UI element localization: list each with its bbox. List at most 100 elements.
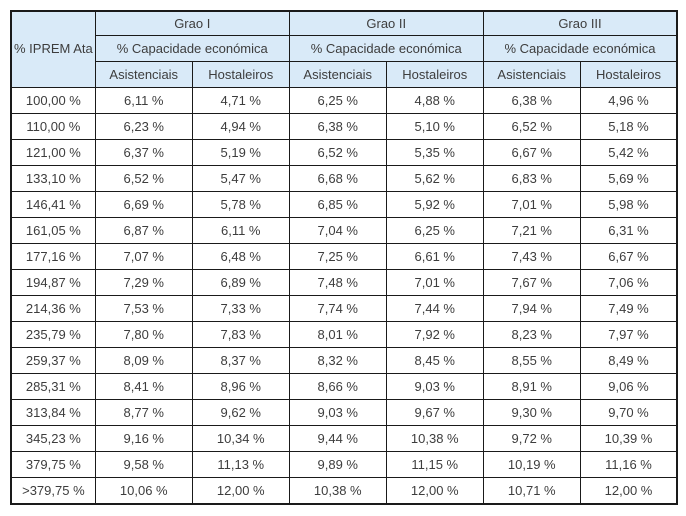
value-cell: 8,45 % — [385, 347, 484, 374]
table-row: 235,79 % 7,80 % 7,83 % 8,01 % 7,92 % 8,23 % 7,… — [10, 321, 678, 348]
value-cell: 5,19 % — [191, 139, 290, 166]
value-cell: 7,53 % — [94, 295, 193, 322]
value-cell: 9,89 % — [288, 451, 387, 478]
value-cell: 7,01 % — [385, 269, 484, 296]
value-cell: 7,83 % — [191, 321, 290, 348]
value-cell: 8,32 % — [288, 347, 387, 374]
iprem-capacity-table: % IPREM Ata Grao I Grao II Grao III % Ca… — [10, 10, 679, 505]
iprem-row-label-cell: 235,79 % — [10, 321, 96, 348]
value-cell: 4,88 % — [385, 87, 484, 114]
iprem-row-label-cell: 177,16 % — [10, 243, 96, 270]
value-cell: 11,13 % — [191, 451, 290, 478]
value-cell: 5,42 % — [579, 139, 678, 166]
value-cell: 8,96 % — [191, 373, 290, 400]
value-cell: 9,06 % — [579, 373, 678, 400]
value-cell: 6,89 % — [191, 269, 290, 296]
value-cell: 7,04 % — [288, 217, 387, 244]
col-header-asistenciais-3: Asistenciais — [482, 61, 581, 88]
iprem-row-label-cell: 259,37 % — [10, 347, 96, 374]
value-cell: 9,16 % — [94, 425, 193, 452]
value-cell: 5,10 % — [385, 113, 484, 140]
table-row: 313,84 % 8,77 % 9,62 % 9,03 % 9,67 % 9,30 % 9,… — [10, 399, 678, 426]
value-cell: 7,44 % — [385, 295, 484, 322]
value-cell: 12,00 % — [579, 477, 678, 505]
group-header-grao-1: Grao I — [94, 10, 290, 36]
value-cell: 10,38 % — [288, 477, 387, 505]
value-cell: 9,62 % — [191, 399, 290, 426]
value-cell: 9,03 % — [385, 373, 484, 400]
group-header-grao-3: Grao III — [482, 10, 678, 36]
table-row: 110,00 % 6,23 % 4,94 % 6,38 % 5,10 % 6,52 % 5,… — [10, 113, 678, 140]
value-cell: 6,25 % — [288, 87, 387, 114]
value-cell: 12,00 % — [385, 477, 484, 505]
value-cell: 7,97 % — [579, 321, 678, 348]
value-cell: 7,29 % — [94, 269, 193, 296]
value-cell: 11,16 % — [579, 451, 678, 478]
iprem-row-label-cell: 133,10 % — [10, 165, 96, 192]
value-cell: 7,33 % — [191, 295, 290, 322]
table-row: 345,23 % 9,16 % 10,34 % 9,44 % 10,38 % 9,72 %… — [10, 425, 678, 452]
value-cell: 9,67 % — [385, 399, 484, 426]
value-cell: 6,68 % — [288, 165, 387, 192]
value-cell: 7,21 % — [482, 217, 581, 244]
value-cell: 9,30 % — [482, 399, 581, 426]
value-cell: 6,87 % — [94, 217, 193, 244]
corner-header-iprem: % IPREM Ata — [10, 10, 96, 88]
value-cell: 5,35 % — [385, 139, 484, 166]
value-cell: 6,85 % — [288, 191, 387, 218]
table-row: 121,00 % 6,37 % 5,19 % 6,52 % 5,35 % 6,67 % 5,… — [10, 139, 678, 166]
value-cell: 4,96 % — [579, 87, 678, 114]
group-header-grao-2: Grao II — [288, 10, 484, 36]
value-cell: 10,19 % — [482, 451, 581, 478]
value-cell: 6,48 % — [191, 243, 290, 270]
value-cell: 6,67 % — [579, 243, 678, 270]
value-cell: 10,39 % — [579, 425, 678, 452]
value-cell: 6,31 % — [579, 217, 678, 244]
value-cell: 7,67 % — [482, 269, 581, 296]
col-header-asistenciais-2: Asistenciais — [288, 61, 387, 88]
value-cell: 6,61 % — [385, 243, 484, 270]
value-cell: 8,23 % — [482, 321, 581, 348]
table-row: 161,05 % 6,87 % 6,11 % 7,04 % 6,25 % 7,21 % 6,… — [10, 217, 678, 244]
value-cell: 6,23 % — [94, 113, 193, 140]
value-cell: 8,77 % — [94, 399, 193, 426]
value-cell: 9,70 % — [579, 399, 678, 426]
iprem-row-label-cell: 110,00 % — [10, 113, 96, 140]
value-cell: 5,47 % — [191, 165, 290, 192]
iprem-row-label-cell: 214,36 % — [10, 295, 96, 322]
iprem-row-label-cell: 285,31 % — [10, 373, 96, 400]
iprem-row-label-cell: 194,87 % — [10, 269, 96, 296]
value-cell: 10,34 % — [191, 425, 290, 452]
iprem-row-label-cell: 100,00 % — [10, 87, 96, 114]
value-cell: 6,52 % — [482, 113, 581, 140]
value-cell: 8,09 % — [94, 347, 193, 374]
value-cell: 5,18 % — [579, 113, 678, 140]
value-cell: 7,01 % — [482, 191, 581, 218]
value-cell: 6,38 % — [482, 87, 581, 114]
value-cell: 9,03 % — [288, 399, 387, 426]
value-cell: 5,78 % — [191, 191, 290, 218]
value-cell: 7,80 % — [94, 321, 193, 348]
value-cell: 6,52 % — [288, 139, 387, 166]
value-cell: 6,11 % — [191, 217, 290, 244]
iprem-row-label-cell: 146,41 % — [10, 191, 96, 218]
sub-header-capacidade-2: % Capacidade económica — [288, 35, 484, 62]
table-header: % IPREM Ata Grao I Grao II Grao III % Ca… — [10, 10, 678, 88]
table-row: 146,41 % 6,69 % 5,78 % 6,85 % 5,92 % 7,01 % 5,… — [10, 191, 678, 218]
value-cell: 7,49 % — [579, 295, 678, 322]
value-cell: 10,38 % — [385, 425, 484, 452]
table-row: 214,36 % 7,53 % 7,33 % 7,74 % 7,44 % 7,94 % 7,… — [10, 295, 678, 322]
value-cell: 5,98 % — [579, 191, 678, 218]
value-cell: 7,48 % — [288, 269, 387, 296]
value-cell: 11,15 % — [385, 451, 484, 478]
value-cell: 9,58 % — [94, 451, 193, 478]
col-header-hostaleiros-2: Hostaleiros — [385, 61, 484, 88]
value-cell: 7,92 % — [385, 321, 484, 348]
table-row: 177,16 % 7,07 % 6,48 % 7,25 % 6,61 % 7,43 % 6,… — [10, 243, 678, 270]
iprem-row-label-cell: >379,75 % — [10, 477, 96, 505]
value-cell: 8,41 % — [94, 373, 193, 400]
value-cell: 10,71 % — [482, 477, 581, 505]
value-cell: 7,25 % — [288, 243, 387, 270]
value-cell: 4,71 % — [191, 87, 290, 114]
header-row-columns: Asistenciais Hostaleiros Asistenciais Ho… — [11, 61, 678, 88]
